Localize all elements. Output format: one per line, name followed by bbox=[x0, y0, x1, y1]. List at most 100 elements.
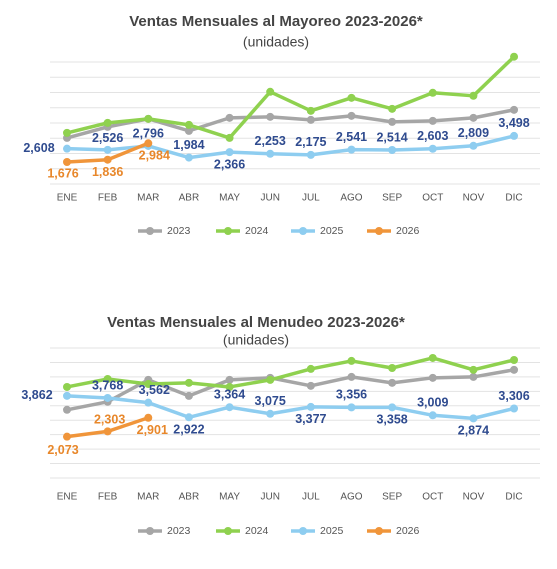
data-label: 2,984 bbox=[139, 149, 170, 163]
x-tick-label: FEB bbox=[98, 492, 118, 503]
point bbox=[184, 413, 193, 422]
x-tick-label: FEB bbox=[98, 193, 118, 204]
point bbox=[428, 373, 437, 382]
chart-title: Ventas Mensuales al Mayoreo 2023-2026* bbox=[129, 13, 423, 30]
point bbox=[63, 432, 71, 441]
point bbox=[510, 404, 519, 413]
legend-label: 2024 bbox=[245, 225, 269, 237]
point bbox=[306, 106, 315, 115]
data-label: 1,676 bbox=[47, 166, 78, 180]
point bbox=[225, 382, 234, 391]
point bbox=[266, 409, 275, 418]
point bbox=[144, 114, 153, 123]
point bbox=[225, 133, 234, 142]
point bbox=[144, 398, 153, 407]
data-label: 2,514 bbox=[376, 130, 407, 144]
x-tick-label: ABR bbox=[179, 193, 200, 204]
point bbox=[388, 117, 397, 126]
point bbox=[469, 141, 478, 150]
legend-label: 2023 bbox=[167, 225, 191, 237]
point bbox=[63, 144, 71, 153]
series-line bbox=[66, 356, 515, 389]
legend-swatch bbox=[375, 227, 383, 235]
point bbox=[103, 155, 112, 164]
data-label: 2,809 bbox=[458, 126, 489, 140]
data-label: 2,253 bbox=[255, 134, 286, 148]
x-tick-label: AGO bbox=[340, 492, 362, 503]
legend-swatch bbox=[146, 527, 154, 535]
point bbox=[63, 128, 71, 137]
data-label: 2,526 bbox=[92, 131, 123, 145]
point bbox=[510, 105, 519, 114]
x-tick-label: ENE bbox=[57, 492, 78, 503]
point bbox=[347, 111, 356, 120]
legend-swatch bbox=[299, 227, 307, 235]
point bbox=[266, 375, 275, 384]
point bbox=[510, 365, 519, 374]
x-tick-label: NOV bbox=[463, 193, 485, 204]
x-tick-label: OCT bbox=[422, 492, 443, 503]
legend-label: 2023 bbox=[167, 525, 191, 537]
data-label: 2,603 bbox=[417, 129, 448, 143]
point bbox=[347, 145, 356, 154]
point bbox=[510, 131, 519, 140]
data-label: 3,009 bbox=[417, 396, 448, 410]
chart-subtitle: (unidades) bbox=[243, 34, 309, 50]
point bbox=[388, 403, 397, 412]
data-label: 1,984 bbox=[173, 138, 204, 152]
point bbox=[469, 372, 478, 381]
point bbox=[510, 52, 519, 61]
x-tick-label: MAY bbox=[219, 193, 240, 204]
series-line bbox=[66, 394, 515, 421]
data-label: 3,862 bbox=[21, 388, 52, 402]
legend-label: 2025 bbox=[320, 525, 344, 537]
point bbox=[225, 113, 234, 122]
point bbox=[469, 113, 478, 122]
point bbox=[266, 112, 275, 121]
point bbox=[347, 403, 356, 412]
x-tick-label: SEP bbox=[382, 492, 402, 503]
chart-title: Ventas Mensuales al Menudeo 2023-2026* bbox=[107, 314, 405, 331]
point bbox=[184, 153, 193, 162]
data-label: 3,358 bbox=[376, 413, 407, 427]
point bbox=[388, 378, 397, 387]
point bbox=[428, 411, 437, 420]
x-tick-label: DIC bbox=[505, 492, 522, 503]
point bbox=[306, 402, 315, 411]
data-label: 3,768 bbox=[92, 378, 123, 392]
data-label: 1,836 bbox=[92, 165, 123, 179]
point bbox=[103, 393, 112, 402]
point bbox=[388, 146, 397, 155]
legend-swatch bbox=[375, 527, 383, 535]
data-label: 3,306 bbox=[498, 389, 529, 403]
point bbox=[144, 413, 153, 422]
point bbox=[225, 148, 234, 157]
point bbox=[306, 364, 315, 373]
point bbox=[63, 382, 71, 391]
legend-swatch bbox=[224, 227, 232, 235]
point bbox=[347, 372, 356, 381]
point bbox=[225, 403, 234, 412]
legend-swatch bbox=[224, 527, 232, 535]
point bbox=[144, 139, 153, 148]
data-label: 2,796 bbox=[133, 126, 164, 140]
x-tick-label: SEP bbox=[382, 193, 402, 204]
x-tick-label: JUL bbox=[302, 492, 320, 503]
x-tick-label: JUN bbox=[260, 193, 279, 204]
legend-swatch bbox=[146, 227, 154, 235]
data-label: 2,541 bbox=[336, 130, 367, 144]
legend-label: 2024 bbox=[245, 525, 269, 537]
point bbox=[428, 88, 437, 97]
data-label: 3,498 bbox=[498, 116, 529, 130]
point bbox=[103, 374, 112, 383]
legend-label: 2026 bbox=[396, 225, 420, 237]
point bbox=[469, 414, 478, 423]
point bbox=[347, 93, 356, 102]
point bbox=[306, 381, 315, 390]
chart-subtitle: (unidades) bbox=[223, 332, 289, 348]
data-label: 2,901 bbox=[137, 423, 168, 437]
point bbox=[469, 91, 478, 100]
point bbox=[469, 365, 478, 374]
point bbox=[428, 116, 437, 125]
x-tick-label: ENE bbox=[57, 193, 78, 204]
